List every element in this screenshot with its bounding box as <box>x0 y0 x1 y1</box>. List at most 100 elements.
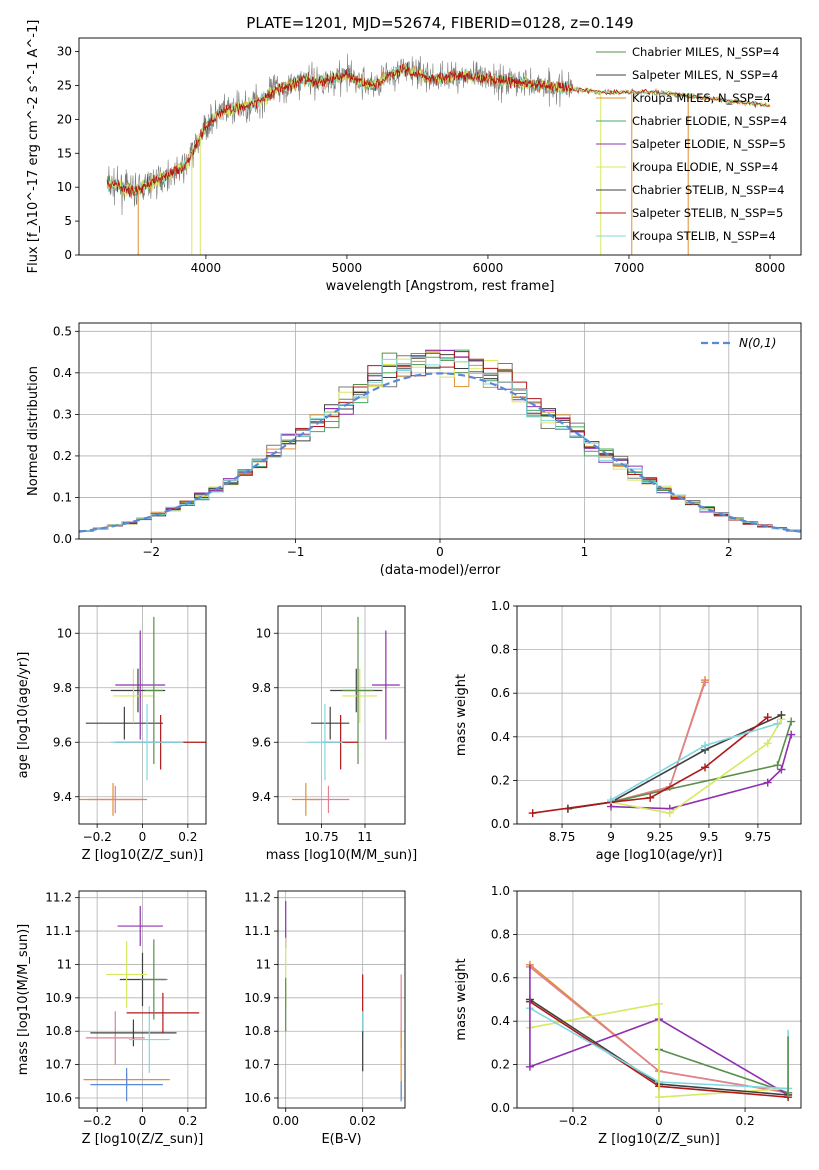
y-tick-label: 0.2 <box>53 449 72 463</box>
plot-area <box>517 891 801 1108</box>
weight-marker <box>701 763 710 772</box>
y-tick-label: 11.1 <box>45 924 72 938</box>
y-tick-label: 9.4 <box>53 790 72 804</box>
y-tick-label: 5 <box>64 214 72 228</box>
weight-marker <box>763 713 772 722</box>
y-tick-label: 10 <box>57 626 72 640</box>
panel-massweight-vs-Z: −0.2 0 0.2 0.0 0.2 0.4 0.6 0.8 1.0 Z [log10(Z/Z_s… <box>454 884 802 1147</box>
axes-frame <box>78 37 802 256</box>
y-tick-label: 0.0 <box>491 1101 510 1115</box>
histogram-series <box>79 350 801 532</box>
x-tick-label: 0 <box>139 830 147 844</box>
plot-area <box>278 606 405 824</box>
y-axis-label: age [log10(age/yr)] <box>16 652 31 779</box>
y-tick-label: 0.8 <box>491 927 510 941</box>
y-tick-label: 11 <box>57 957 72 971</box>
axes-frame <box>277 890 406 1109</box>
y-tick-label: 1.0 <box>491 884 510 898</box>
weight-marker <box>763 739 772 748</box>
y-tick-label: 9.8 <box>53 681 72 695</box>
y-axis-label: Normed distribution <box>26 366 41 496</box>
weight-line <box>567 714 782 810</box>
x-tick-label: 1 <box>581 545 589 559</box>
y-tick-label: 0.0 <box>491 817 510 831</box>
x-tick-label: 0 <box>436 545 444 559</box>
legend-label: Salpeter ELODIE, N_SSP=5 <box>632 137 786 151</box>
y-tick-label: 0 <box>64 248 72 262</box>
y-tick-label: 10.6 <box>244 1091 271 1105</box>
plot-area <box>79 606 206 824</box>
x-tick-label: 9 <box>607 830 615 844</box>
x-tick-label: 10.75 <box>304 830 338 844</box>
x-tick-label: 8.75 <box>549 830 576 844</box>
y-tick-label: 15 <box>57 146 72 160</box>
panel-residuals: −2 −1 0 1 2 0.0 0.1 0.2 0.3 0.4 0.5 (data-model)/er… <box>26 322 802 578</box>
weight-marker <box>701 678 710 687</box>
spectrum-line <box>106 62 771 198</box>
y-tick-label: 11.2 <box>45 891 72 905</box>
y-tick-label: 0.5 <box>53 324 72 338</box>
y-tick-label: 10 <box>256 626 271 640</box>
y-tick-label: 10 <box>57 180 72 194</box>
weight-marker <box>665 809 674 818</box>
legend-label: Salpeter STELIB, N_SSP=5 <box>632 206 783 220</box>
x-tick-label: −0.2 <box>83 1114 112 1128</box>
weight-marker <box>773 719 782 728</box>
plot-area <box>517 606 801 824</box>
y-tick-label: 0.6 <box>491 971 510 985</box>
plot-area <box>79 891 206 1108</box>
x-tick-label: 0 <box>139 1114 147 1128</box>
weight-marker <box>787 730 796 739</box>
weight-marker <box>607 796 616 805</box>
x-tick-label: 9.25 <box>647 830 674 844</box>
x-axis-label: E(B-V) <box>321 1132 361 1147</box>
axes-frame <box>277 605 406 825</box>
histogram-series <box>79 356 801 532</box>
x-axis-label: Z [log10(Z/Z_sun)] <box>598 1132 720 1147</box>
y-axis-label: mass weight <box>454 958 469 1040</box>
axes-frame <box>78 322 802 540</box>
legend-label: Chabrier MILES, N_SSP=4 <box>632 45 779 59</box>
legend-label: N(0,1) <box>739 336 776 350</box>
weight-line <box>658 1048 789 1094</box>
y-tick-label: 11 <box>256 957 271 971</box>
y-tick-label: 10.9 <box>244 991 271 1005</box>
y-tick-label: 1.0 <box>491 599 510 613</box>
weight-marker <box>777 711 786 719</box>
y-axis-label: mass weight <box>454 674 469 756</box>
y-tick-label: 10.6 <box>45 1091 72 1105</box>
legend-label: Chabrier ELODIE, N_SSP=4 <box>632 114 787 128</box>
x-tick-label: −0.2 <box>83 830 112 844</box>
y-tick-label: 25 <box>57 78 72 92</box>
axes-frame <box>516 890 802 1109</box>
panel-mass-vs-Z: −0.2 0 0.2 10.6 10.7 10.8 10.9 11 11.1 11.2 Z [log… <box>16 890 207 1147</box>
x-axis-label: mass [log10(M/M_sun)] <box>266 848 418 863</box>
x-tick-label: 0.2 <box>736 1114 755 1128</box>
weight-marker <box>773 761 782 770</box>
y-tick-label: 20 <box>57 112 72 126</box>
x-tick-label: 4000 <box>191 261 222 275</box>
x-tick-label: 0.2 <box>178 1114 197 1128</box>
x-tick-label: 7000 <box>614 261 645 275</box>
x-tick-label: 0.00 <box>272 1114 299 1128</box>
legend-label: Chabrier STELIB, N_SSP=4 <box>632 183 784 197</box>
x-tick-label: 2 <box>725 545 733 559</box>
normal-reference-curve <box>79 372 801 533</box>
x-tick-label: −2 <box>142 545 160 559</box>
weight-marker <box>777 765 786 774</box>
x-tick-label: 8000 <box>755 261 786 275</box>
x-tick-label: 0.02 <box>349 1114 376 1128</box>
x-axis-label: Z [log10(Z/Z_sun)] <box>82 848 204 863</box>
panel-age-vs-mass: 10.75 11 9.4 9.6 9.8 10 mass [log10(M/M_sun)] <box>252 605 418 863</box>
weight-marker <box>701 741 710 750</box>
y-tick-label: 0.2 <box>491 773 510 787</box>
weight-marker <box>787 717 796 726</box>
y-tick-label: 11.1 <box>244 924 271 938</box>
weight-line <box>610 719 783 814</box>
x-tick-label: 5000 <box>332 261 363 275</box>
y-tick-label: 9.6 <box>252 735 271 749</box>
y-tick-label: 0.4 <box>491 1014 510 1028</box>
legend-label: Kroupa MILES, N_SSP=4 <box>632 91 771 105</box>
x-tick-label: −0.2 <box>558 1114 587 1128</box>
